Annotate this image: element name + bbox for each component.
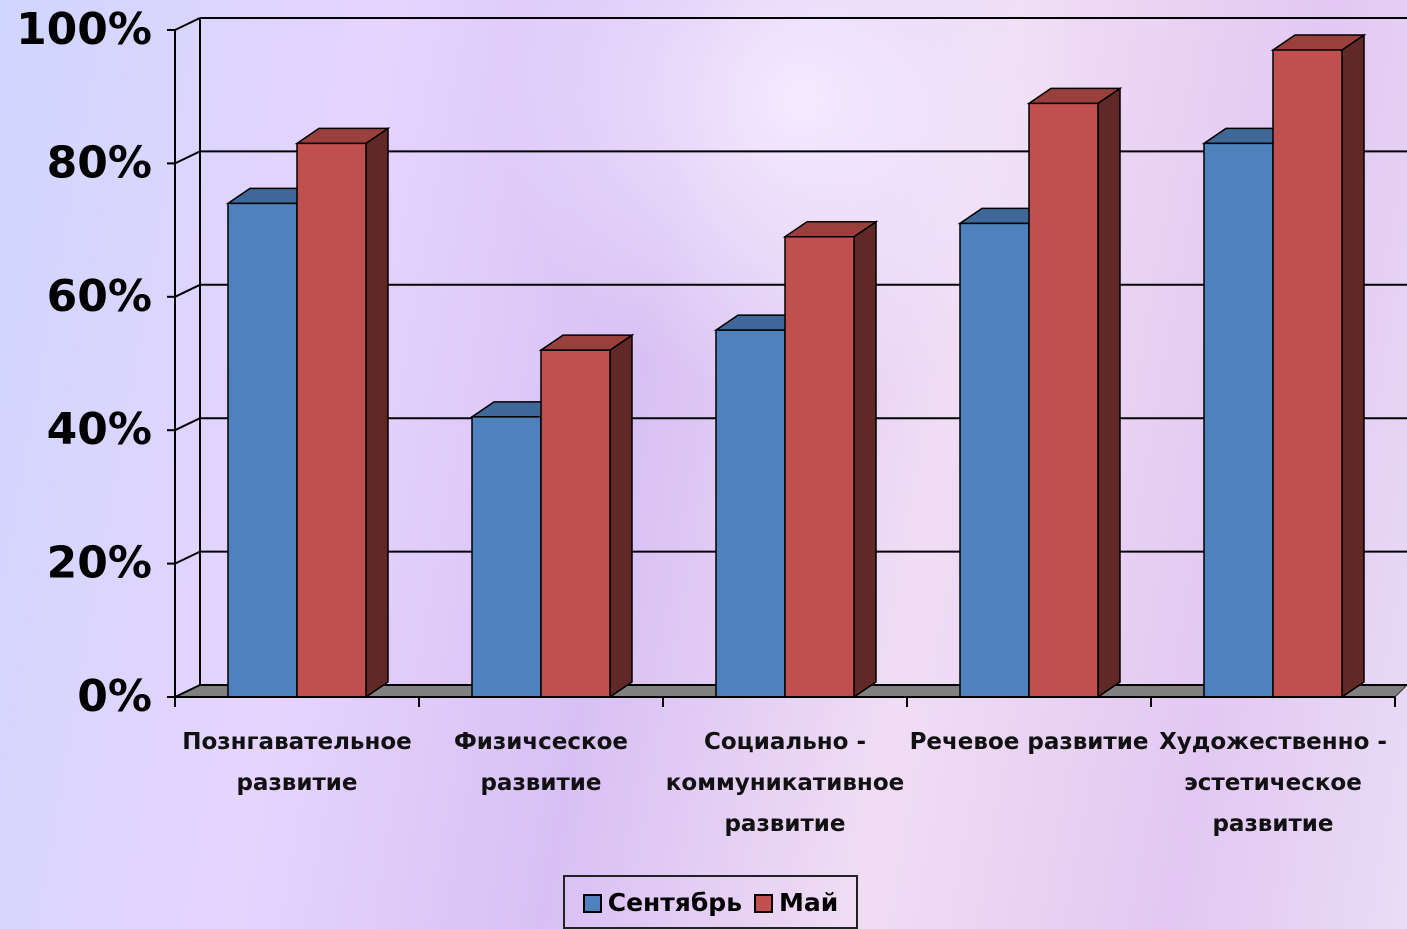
grid-line-side xyxy=(175,552,200,564)
legend-swatch xyxy=(754,894,773,913)
bar xyxy=(297,143,366,697)
legend-item: Сентябрь xyxy=(583,888,742,917)
bar-side xyxy=(610,335,632,697)
x-tick-label: Художественно - эстетическое развитие xyxy=(1148,722,1398,845)
bar xyxy=(716,330,785,697)
bar xyxy=(228,203,297,697)
legend-swatch xyxy=(583,894,602,913)
grid-line-side xyxy=(175,18,200,30)
bar xyxy=(1029,103,1098,697)
bar-side xyxy=(854,222,876,697)
bar xyxy=(785,237,854,697)
bar xyxy=(1273,50,1342,697)
bar-side xyxy=(1342,35,1364,697)
x-tick-label: Социально - коммуникативное развитие xyxy=(660,722,910,845)
legend-label: Сентябрь xyxy=(608,888,742,917)
grid-line-side xyxy=(175,285,200,297)
legend-item: Май xyxy=(754,888,838,917)
x-tick-label: Речевое развитие xyxy=(904,722,1154,763)
bar xyxy=(1204,143,1273,697)
legend: Сентябрь Май xyxy=(563,875,858,929)
y-tick-label: 80% xyxy=(47,137,152,188)
y-tick-label: 100% xyxy=(16,4,152,55)
bar xyxy=(960,223,1029,697)
bar xyxy=(541,350,610,697)
grid-line-side xyxy=(175,418,200,430)
y-tick-label: 60% xyxy=(47,271,152,322)
bar-side xyxy=(1098,88,1120,697)
bar xyxy=(472,417,541,697)
grid-line-side xyxy=(175,151,200,163)
legend-label: Май xyxy=(779,888,838,917)
y-tick-label: 40% xyxy=(47,404,152,455)
y-tick-label: 0% xyxy=(77,671,152,722)
x-tick-label: Физичсеское развитие xyxy=(416,722,666,804)
y-tick-label: 20% xyxy=(47,538,152,589)
bar-side xyxy=(366,128,388,697)
x-tick-label: Познгавательное развитие xyxy=(172,722,422,804)
slide: 0% 20% 40% 60% 80% 100% Сентябрь Май Познгават… xyxy=(0,0,1407,929)
